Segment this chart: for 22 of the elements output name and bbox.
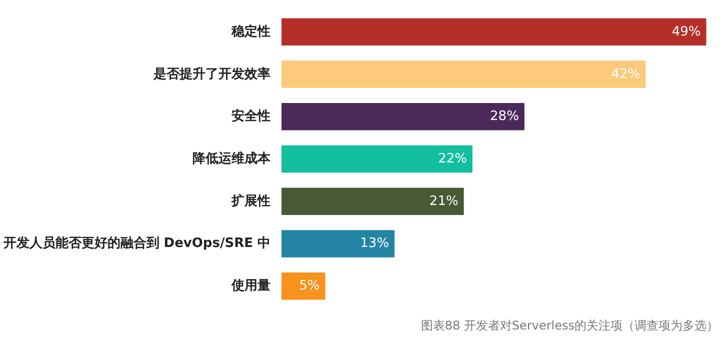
y-tick-label: 开发人员能否更好的融合到 DevOps/SRE 中 (2, 235, 271, 252)
data-label: 5% (299, 278, 320, 294)
data-label: 42% (611, 66, 640, 82)
data-label: 21% (429, 194, 458, 209)
text: 图表88 开发者对Serverless的关注项（调查项为多选） (420, 318, 718, 332)
data-label: 28% (490, 109, 519, 124)
bar (282, 18, 706, 46)
bar (282, 60, 646, 88)
y-tick-label: 安全性 (232, 108, 270, 124)
bar (282, 230, 395, 258)
y-tick-label: 扩展性 (230, 192, 270, 209)
data-label: 22% (438, 152, 467, 166)
data-label: 49% (672, 24, 701, 40)
bar (282, 103, 524, 130)
y-tick-label: 是否提升了开发效率 (152, 66, 270, 82)
y-tick-label: 降低运维成本 (192, 150, 272, 166)
bar (282, 272, 326, 300)
y-tick-label: 稳定性 (230, 23, 270, 40)
bar (282, 188, 464, 215)
y-tick-label: 使用量 (230, 278, 270, 294)
bar (282, 145, 472, 173)
data-label: 13% (360, 236, 390, 252)
